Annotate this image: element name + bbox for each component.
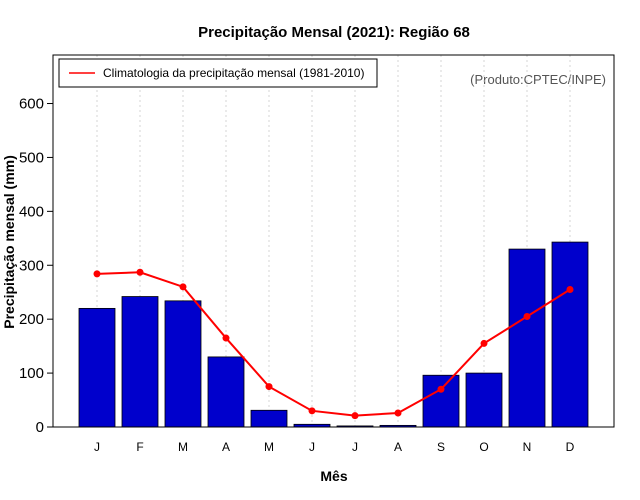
climatology-point-5 [308,407,316,415]
x-tick-label: F [136,440,143,454]
climatology-point-3 [222,334,230,342]
x-tick-label: D [566,440,575,454]
y-axis-label: Precipitação mensal (mm) [1,155,17,329]
legend-label: Climatologia da precipitação mensal (198… [103,66,364,80]
y-tick-label: 400 [19,203,44,220]
plot-frame [52,54,615,428]
x-tick-label: J [94,440,100,454]
climatology-line-series [93,268,574,420]
y-tick-label: 600 [19,96,44,113]
x-tick-label: J [352,440,358,454]
climatology-point-4 [265,383,273,391]
legend: Climatologia da precipitação mensal (198… [58,58,378,88]
x-tick-label: A [222,440,230,454]
y-tick-label: 300 [19,257,44,274]
bar-0 [78,307,116,428]
climatology-point-11 [566,286,574,294]
x-axis-label: Mês [320,468,347,484]
climatology-point-1 [136,268,144,276]
bar-9 [465,372,503,428]
climatology-point-8 [437,385,445,393]
bar-1 [121,296,159,428]
x-tick-label: S [437,440,445,454]
climatology-line [96,271,571,417]
x-tick-label: A [394,440,402,454]
x-tick-label: O [479,440,488,454]
grid-lines [96,55,571,427]
climatology-point-6 [351,412,359,420]
bar-8 [422,374,460,428]
bar-11 [551,241,589,428]
y-tick-label: 100 [19,365,44,382]
climatology-point-7 [394,409,402,417]
bar-4 [250,409,288,428]
x-tick-label: J [309,440,315,454]
climatology-point-0 [93,270,101,278]
bar-2 [164,300,202,428]
bar-3 [207,356,245,428]
x-tick-label: M [178,440,188,454]
climatology-point-10 [523,312,531,320]
y-tick-label: 0 [36,419,44,436]
x-tick-label: M [264,440,274,454]
axes: 0 100 200 300 400 500 600 J F M A M J J A S O N D [19,54,615,454]
y-tick-label: 500 [19,149,44,166]
bar-10 [508,248,546,428]
climatology-point-9 [480,339,488,347]
chart-title: Precipitação Mensal (2021): Região 68 [198,24,470,41]
y-tick-label: 200 [19,311,44,328]
legend-box [58,58,378,88]
x-tick-label: N [523,440,532,454]
credit-annotation: (Produto:CPTEC/INPE) [470,72,606,87]
climatology-point-2 [179,283,187,291]
bar-series [78,241,589,428]
